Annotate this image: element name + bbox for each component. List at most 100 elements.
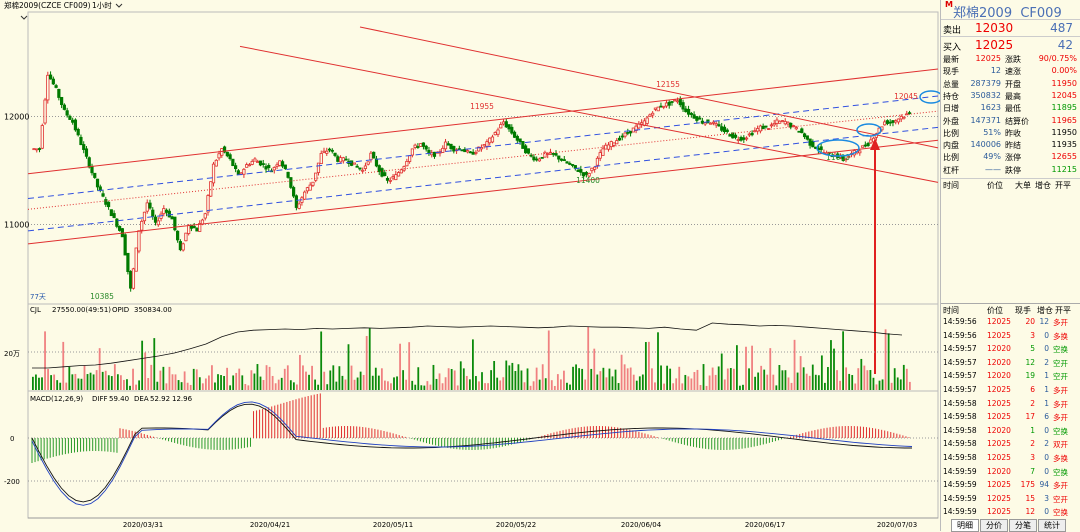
candle-body — [250, 161, 254, 165]
volume-bar — [544, 378, 547, 390]
volume-bar — [690, 378, 693, 390]
candle-body — [783, 121, 787, 125]
diff-label: DIFF — [92, 395, 108, 403]
volume-bar — [50, 375, 53, 390]
kline-chart[interactable]: 郑棉2009(CZCE CF009) 1小时 12000 11000 77天 10385 1… — [0, 0, 940, 531]
down-trend-line — [239, 45, 939, 183]
volume-bar — [126, 379, 128, 390]
volume-bar — [396, 376, 398, 390]
collapse-icon — [20, 15, 28, 20]
volume-bar — [796, 372, 799, 390]
volume-bar — [314, 379, 317, 390]
candle-body — [383, 172, 387, 176]
volume-bar — [68, 366, 71, 390]
tick-row[interactable]: 14:59:59 12025 15 3 空开 — [941, 492, 1080, 505]
candle-body — [601, 148, 605, 156]
volume-bar — [605, 377, 608, 390]
diff-line — [31, 403, 912, 503]
candle-body — [245, 164, 249, 168]
volume-bar — [602, 367, 605, 390]
candle-body — [48, 74, 53, 80]
arrow-head — [870, 138, 880, 150]
tick-price: 12020 — [987, 371, 1011, 381]
volume-bar — [878, 380, 881, 390]
candle-body — [573, 165, 577, 169]
tick-oi-change: 0 — [1044, 453, 1049, 462]
volume-bar — [887, 333, 890, 390]
volume-bar — [699, 384, 702, 390]
date-tick-label: 2020/03/31 — [123, 521, 163, 529]
candle-body — [65, 110, 69, 116]
tick-row[interactable]: 14:59:56 12025 20 12 多开 — [941, 315, 1080, 328]
volume-bar — [362, 374, 365, 390]
candle-body — [264, 166, 268, 170]
candle-body — [123, 234, 127, 256]
tab-stats[interactable]: 统计 — [1038, 519, 1066, 532]
candle-body — [885, 120, 890, 124]
tick-row[interactable]: 14:59:59 12020 7 0 空换 — [941, 465, 1080, 478]
volume-bar — [283, 368, 286, 390]
period-label: 1小时 — [92, 0, 112, 10]
candle-body — [753, 130, 757, 133]
tick-price: 12025 — [987, 480, 1011, 490]
tick-time: 14:59:59 — [943, 466, 977, 476]
tab-price[interactable]: 分价 — [980, 519, 1008, 532]
tick-row[interactable]: 14:59:57 12025 6 1 多开 — [941, 383, 1080, 396]
quote-label: 昨结 — [1005, 141, 1021, 151]
candle-body — [68, 115, 72, 120]
volume-bar — [590, 368, 593, 390]
tab-tick[interactable]: 分笔 — [1009, 519, 1037, 532]
candle-body — [217, 153, 221, 159]
volume-bar — [848, 373, 851, 390]
tab-detail[interactable]: 明细 — [951, 519, 979, 532]
volume-bar — [851, 375, 854, 390]
volume-bar — [593, 348, 596, 390]
volume-bar — [141, 340, 144, 390]
volume-bar — [732, 368, 735, 390]
tick-row[interactable]: 14:59:57 12020 5 0 空换 — [941, 342, 1080, 355]
candle-body — [510, 126, 514, 134]
candle-body — [410, 148, 414, 156]
volume-bar — [702, 364, 705, 390]
volume-bar — [217, 374, 219, 390]
volume-bar — [390, 383, 392, 390]
tick-row[interactable]: 14:59:58 12025 2 1 多开 — [941, 397, 1080, 410]
quote-label: 结算价 — [1005, 116, 1029, 126]
candle-body — [493, 132, 497, 136]
candle-body — [46, 74, 50, 101]
volume-bar — [305, 371, 307, 390]
volume-bar — [684, 374, 687, 390]
volume-bar — [86, 374, 89, 390]
quote-value: 11895 — [1051, 103, 1077, 113]
candle-body — [695, 116, 699, 121]
volume-bar — [326, 384, 329, 390]
volume-bar — [214, 382, 216, 390]
tick-row[interactable]: 14:59:59 12025 12 0 空换 — [941, 505, 1080, 518]
volume-bar — [347, 344, 350, 390]
volume-bar — [678, 366, 681, 390]
quote-label: 杠杆 — [943, 165, 959, 175]
volume-bar — [450, 369, 453, 390]
tick-row[interactable]: 14:59:56 12025 3 0 多换 — [941, 329, 1080, 342]
tick-row[interactable]: 14:59:57 12020 19 1 空开 — [941, 369, 1080, 382]
tick-row[interactable]: 14:59:58 12020 1 0 空换 — [941, 424, 1080, 437]
candle-body — [195, 228, 199, 232]
candle-body — [84, 148, 89, 157]
candle-body — [391, 176, 395, 179]
candle-body — [717, 124, 721, 127]
tick-row[interactable]: 14:59:59 12025 175 94 多开 — [941, 478, 1080, 491]
tick-row[interactable]: 14:59:57 12020 12 2 空开 — [941, 356, 1080, 369]
tick-row[interactable]: 14:59:58 12025 17 6 多开 — [941, 410, 1080, 423]
tick-price: 12025 — [987, 412, 1011, 422]
candle-body — [308, 184, 312, 191]
volume-bar — [462, 368, 465, 390]
tick-row[interactable]: 14:59:58 12025 3 0 多换 — [941, 451, 1080, 464]
volume-bar — [553, 385, 556, 390]
candle-body — [609, 141, 613, 148]
volume-bar — [323, 371, 326, 390]
candle-body — [109, 209, 113, 217]
volume-bar — [62, 341, 65, 390]
candle-body — [446, 143, 450, 146]
tick-row[interactable]: 14:59:58 12025 2 2 双开 — [941, 437, 1080, 450]
